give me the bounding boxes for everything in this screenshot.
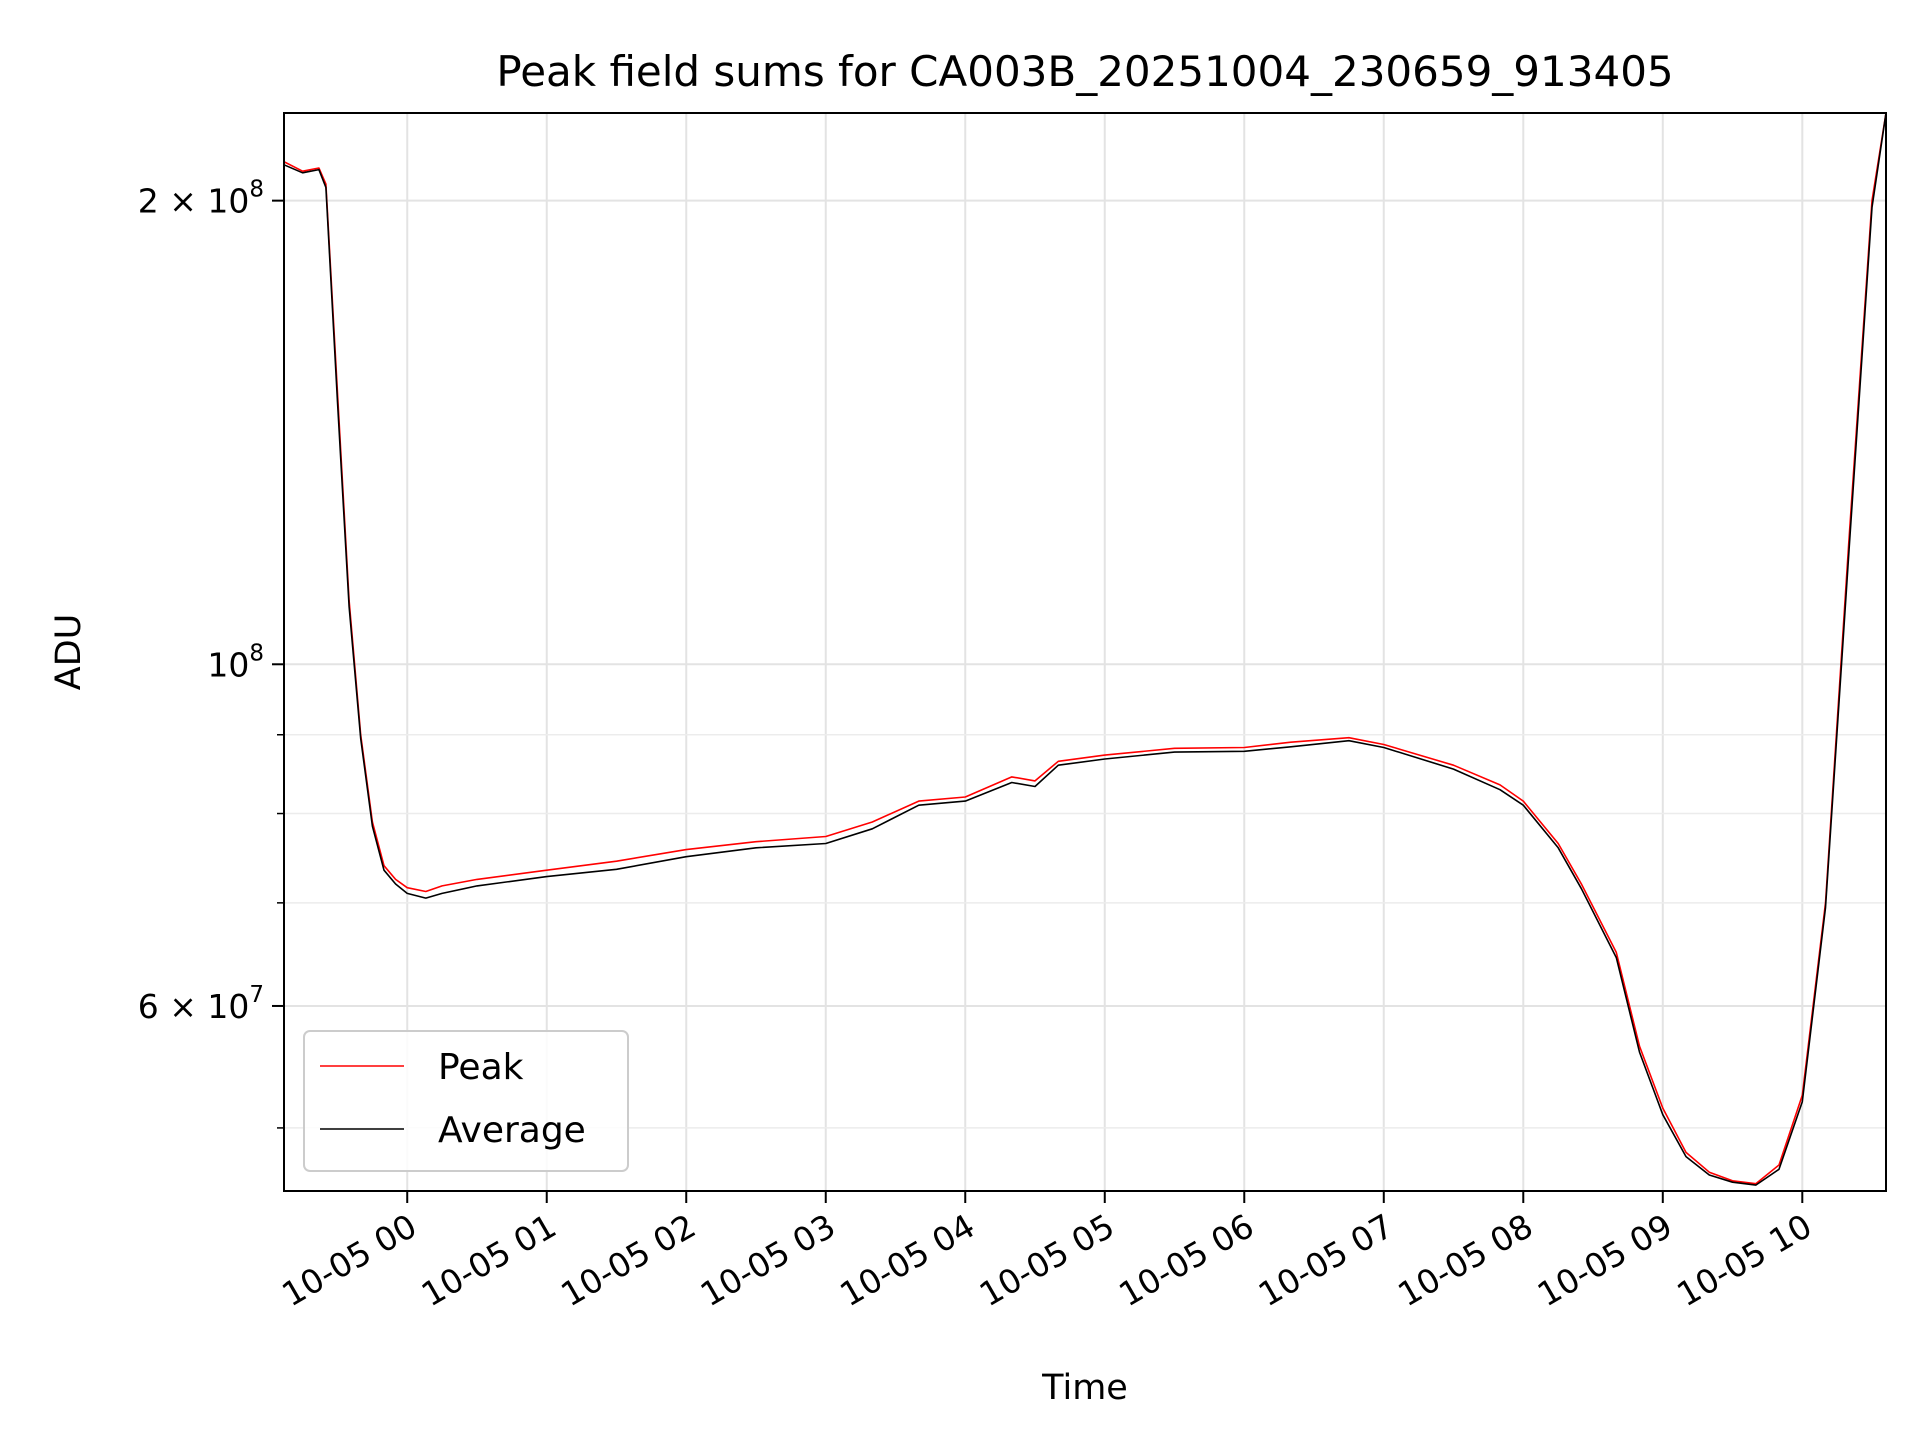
chart-title: Peak field sums for CA003B_20251004_2306… [496,47,1673,96]
x-axis-label: Time [1041,1368,1128,1408]
legend-label-average: Average [438,1110,586,1151]
y-axis: 2 × 108 108 6 × 107 [138,177,284,1129]
y-tick-label: 6 × 107 [138,982,264,1026]
y-axis-label: ADU [49,614,89,691]
series-layer [284,113,1886,1186]
grid [284,113,1886,1191]
series-line-average [284,113,1886,1186]
legend: Peak Average [303,1030,629,1172]
y-tick-label: 2 × 108 [138,177,264,221]
legend-label-peak: Peak [438,1047,524,1088]
y-tick-label: 108 [207,640,264,684]
plot-frame [283,112,1887,1192]
series-line-peak [284,113,1886,1185]
